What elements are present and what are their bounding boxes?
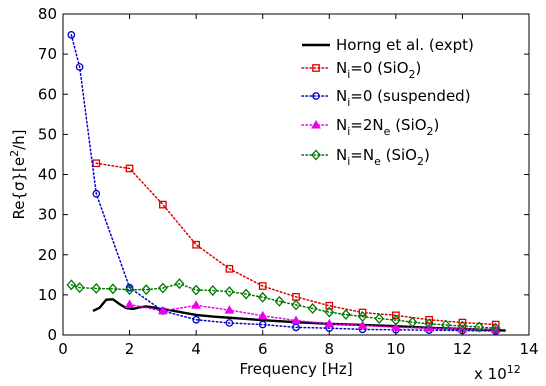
diamond-marker: [157, 282, 168, 294]
series-4: [66, 278, 501, 334]
legend-item: Ni=2Ne (SiO2): [301, 116, 439, 138]
y-tick-label: 20: [38, 246, 57, 264]
square-marker: [159, 200, 167, 209]
legend-label: Ni=Ne (SiO2): [336, 146, 430, 168]
legend-label: Horng et al. (expt): [336, 36, 474, 54]
square-marker: [92, 159, 101, 168]
y-tick-label: 30: [38, 206, 57, 224]
x-axis-label: Frequency [Hz]: [239, 360, 352, 378]
diamond-marker: [374, 313, 385, 325]
triangle-marker: [257, 310, 268, 320]
square-marker: [125, 164, 134, 173]
axes-layer: 0 2 4 6 8 10 12 14 0 10 20 30 40 50 60 70 80 Frequency [H…: [8, 5, 539, 383]
y-tick-label: 60: [38, 85, 57, 103]
series-line: [70, 34, 497, 332]
series-3: [124, 299, 501, 334]
square-marker: [258, 282, 267, 290]
diamond-marker: [274, 295, 285, 307]
triangle-marker: [311, 119, 321, 129]
y-tick-label: 80: [38, 5, 57, 23]
square-marker: [325, 301, 334, 310]
circle-marker: [92, 189, 101, 198]
square-marker: [358, 308, 367, 317]
diamond-marker: [124, 284, 135, 296]
diamond-marker: [74, 282, 85, 294]
legend: Horng et al. (expt) Ni=0 (SiO2) Ni=0 (susp…: [301, 36, 474, 168]
diamond-marker: [357, 311, 368, 323]
circle-marker: [292, 323, 300, 332]
square-marker: [192, 240, 200, 249]
x-tick-label: 2: [125, 340, 135, 358]
triangle-marker: [124, 299, 135, 309]
plot-area: [62, 13, 530, 336]
legend-label: Ni=2Ne (SiO2): [336, 116, 439, 138]
y-tick-label: 40: [38, 166, 57, 184]
x-multiplier: x 1012: [474, 363, 521, 383]
x-tick-label: 6: [258, 340, 268, 358]
square-marker: [425, 315, 433, 324]
triangle-marker: [157, 305, 168, 315]
circle-marker: [225, 319, 234, 327]
diamond-marker: [440, 319, 451, 331]
diamond-marker: [424, 318, 435, 330]
diamond-marker: [174, 278, 185, 290]
square-marker: [225, 264, 234, 273]
diamond-marker: [241, 288, 251, 300]
diamond-marker: [490, 322, 501, 334]
diamond-marker: [474, 321, 484, 333]
triangle-marker: [224, 305, 235, 314]
diamond-marker: [341, 309, 351, 321]
triangle-marker: [324, 318, 335, 328]
legend-label: Ni=0 (SiO2): [336, 59, 421, 81]
triangle-marker: [357, 320, 368, 329]
diamond-marker: [390, 314, 401, 326]
diamond-marker: [224, 286, 235, 298]
diamond-marker: [307, 303, 318, 314]
legend-item: Horng et al. (expt): [302, 36, 474, 54]
diamond-marker: [324, 306, 335, 318]
y-tick-label: 50: [38, 125, 57, 143]
square-marker: [312, 64, 320, 72]
series-line: [70, 282, 497, 329]
x-tick-label: 0: [58, 340, 68, 358]
circle-marker: [258, 320, 267, 329]
legend-item: Ni=Ne (SiO2): [301, 146, 430, 168]
legend-item: Ni=0 (SiO2): [301, 59, 421, 81]
diamond-marker: [257, 291, 268, 303]
x-tick-label: 10: [386, 340, 405, 358]
y-axis-label: Re{σ}[e2/h]: [8, 129, 28, 219]
legend-item: Ni=0 (suspended): [301, 87, 471, 109]
x-tick-label: 14: [519, 340, 538, 358]
x-tick-label: 12: [453, 340, 472, 358]
diamond-marker: [291, 299, 301, 311]
diamond-marker: [108, 283, 118, 295]
triangle-marker: [191, 300, 202, 309]
series-layer: [66, 31, 506, 335]
diamond-marker: [207, 284, 218, 296]
x-tick-label: 8: [325, 340, 335, 358]
square-marker: [392, 311, 400, 320]
triangle-marker: [291, 315, 301, 325]
series-line: [128, 303, 497, 331]
diamond-marker: [141, 284, 152, 296]
circle-marker: [192, 315, 200, 324]
diamond-marker: [407, 316, 418, 328]
diamond-marker: [311, 149, 321, 161]
circle-marker: [67, 31, 76, 39]
y-tick-label: 0: [47, 326, 57, 344]
y-tick-label: 10: [38, 286, 57, 304]
diamond-marker: [66, 279, 77, 291]
diamond-marker: [191, 284, 202, 296]
x-tick-label: 4: [191, 340, 201, 358]
diamond-marker: [91, 282, 102, 294]
circle-marker: [312, 92, 320, 100]
y-tick-label: 70: [38, 45, 57, 63]
circle-marker: [75, 63, 84, 71]
legend-label: Ni=0 (suspended): [336, 87, 471, 109]
